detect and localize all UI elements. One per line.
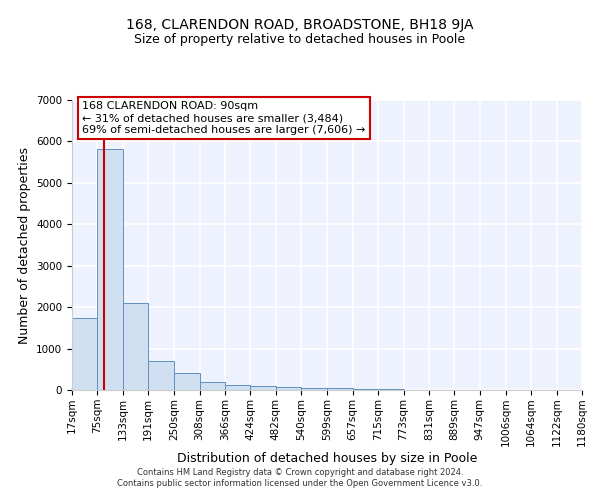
Bar (353, 389, 378, 390)
Bar (276, 387, 301, 390)
Y-axis label: Number of detached properties: Number of detached properties (17, 146, 31, 344)
Bar (148, 361, 174, 390)
Bar (301, 388, 327, 390)
Text: 168, CLARENDON ROAD, BROADSTONE, BH18 9JA: 168, CLARENDON ROAD, BROADSTONE, BH18 9J… (126, 18, 474, 32)
X-axis label: Distribution of detached houses by size in Poole: Distribution of detached houses by size … (177, 452, 477, 465)
Bar (250, 386, 276, 390)
Bar (225, 384, 250, 390)
Text: 168 CLARENDON ROAD: 90sqm
← 31% of detached houses are smaller (3,484)
69% of se: 168 CLARENDON ROAD: 90sqm ← 31% of detac… (82, 102, 365, 134)
Bar (200, 382, 225, 390)
Bar (327, 388, 353, 390)
Bar (97, 149, 123, 390)
Bar (123, 303, 148, 390)
Text: Contains HM Land Registry data © Crown copyright and database right 2024.
Contai: Contains HM Land Registry data © Crown c… (118, 468, 482, 487)
Bar (72, 318, 97, 390)
Bar (174, 372, 200, 390)
Text: Size of property relative to detached houses in Poole: Size of property relative to detached ho… (134, 32, 466, 46)
